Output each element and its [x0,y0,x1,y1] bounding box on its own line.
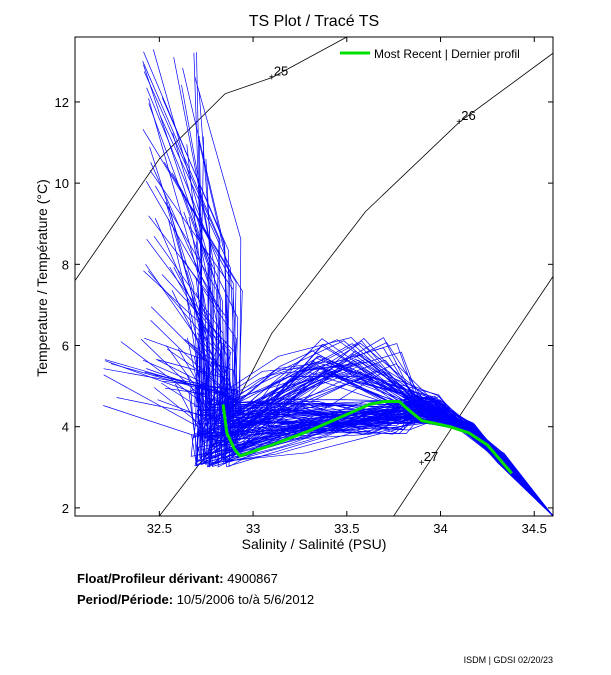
legend: Most Recent | Dernier profil [340,47,520,61]
isopycnal-marker: + [269,73,275,84]
period-label: Period/Période: [77,592,174,607]
x-tick-label: 33 [246,521,260,536]
profile-line [173,267,553,516]
y-tick-label: 4 [62,420,69,435]
float-value: 4900867 [227,571,278,586]
profile-lines [103,49,553,516]
profile-line [186,298,553,516]
profile-line [149,169,553,516]
profile-line [110,353,553,516]
y-tick-label: 12 [55,95,69,110]
float-info: Float/Profileur dérivant: 4900867 [77,571,278,586]
plot-frame [74,36,554,517]
most-recent-profile [221,400,513,475]
profile-line [212,372,553,516]
y-tick-label: 8 [62,257,69,272]
x-tick-label: 33.5 [334,521,359,536]
isopycnal-labels: +25+ 26+ 27 [269,64,476,470]
x-axis-label: Salinity / Salinité (PSU) [242,536,387,552]
chart-title: TS Plot / Tracé TS [249,13,379,30]
profile-line [154,185,553,516]
isopycnal-label: 27 [424,449,438,464]
period-value: 10/5/2006 to/à 5/6/2012 [176,592,315,607]
profile-line [198,139,553,516]
profile-line [196,241,553,516]
isopycnal-line [75,37,347,281]
isopycnal-label: 25 [274,64,288,79]
x-tick-label: 34.5 [522,521,547,536]
credit-text: ISDM | GDSI 02/20/23 [463,655,553,665]
period-info: Period/Période: 10/5/2006 to/à 5/6/2012 [77,592,314,607]
x-tick-label: 34 [433,521,447,536]
y-tick-label: 2 [62,501,69,516]
y-axis-label: Temperature / Température (°C) [34,179,50,377]
y-tick-label: 10 [55,176,69,191]
x-tick-label: 32.5 [147,521,172,536]
most-recent-line [221,400,513,475]
float-label: Float/Profileur dérivant: [77,571,224,586]
isopycnal-label: 26 [461,108,475,123]
profile-line [183,211,553,516]
y-tick-label: 6 [62,339,69,354]
isopycnal-marker: + [456,117,462,128]
profile-line [198,421,553,516]
profile-line [208,370,553,516]
isopycnal-marker: + [419,458,425,469]
x-axis-ticks: 32.5 33 33.5 34 34.5 [147,37,547,536]
y-axis-ticks: 2 4 6 8 10 12 [55,95,553,516]
legend-label-most-recent: Most Recent | Dernier profil [374,47,520,61]
profile-line [195,278,553,516]
